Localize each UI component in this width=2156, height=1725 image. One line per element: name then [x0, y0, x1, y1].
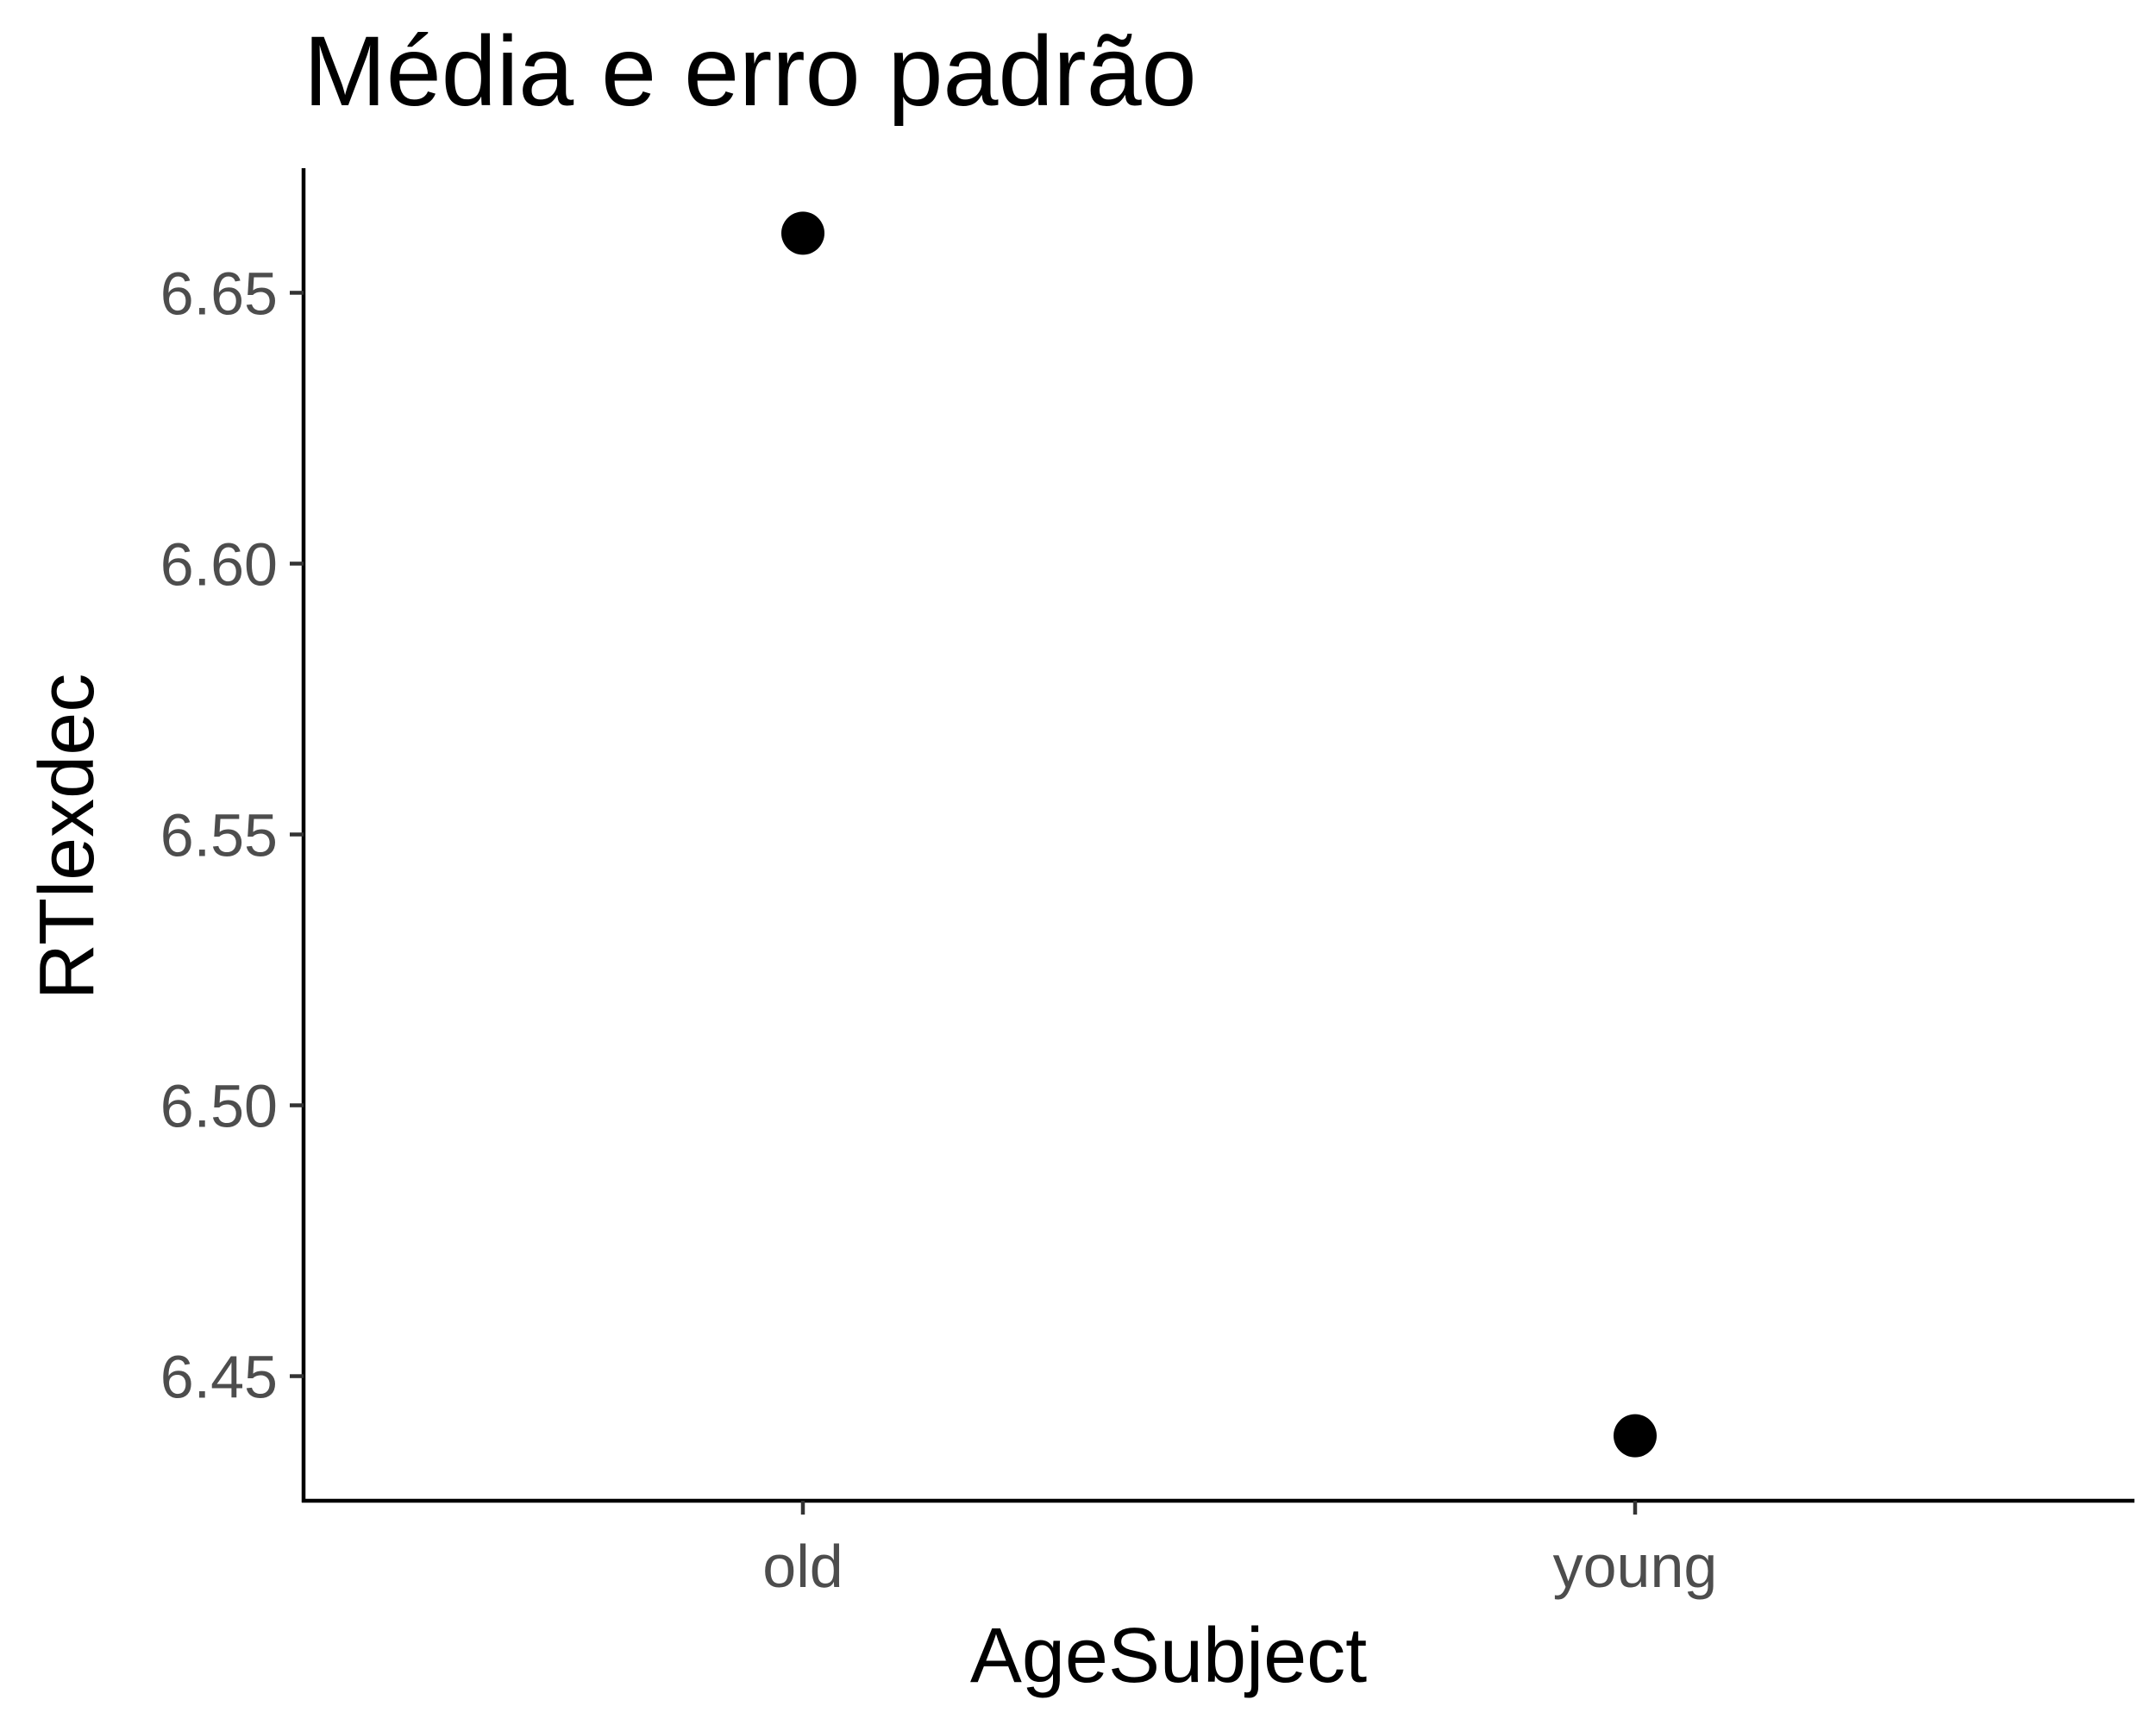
- y-tick-label: 6.50: [160, 1073, 278, 1140]
- y-tick-label: 6.60: [160, 530, 278, 598]
- x-axis-title: AgeSubject: [970, 1613, 1367, 1699]
- x-axis: old young: [302, 1498, 2134, 1600]
- x-tick-label: young: [1553, 1533, 1718, 1600]
- y-axis-title: RTlexdec: [24, 674, 110, 1000]
- x-tick-label: old: [762, 1533, 843, 1600]
- data-point-young: [1614, 1414, 1657, 1458]
- y-tick-label: 6.65: [160, 260, 278, 327]
- data-point-old: [781, 211, 824, 255]
- data-points: [781, 211, 1657, 1458]
- y-tick-label: 6.45: [160, 1344, 278, 1411]
- y-axis: 6.45 6.50 6.55 6.60 6.65: [160, 168, 306, 1502]
- y-tick-label: 6.55: [160, 802, 278, 869]
- chart-title: Média e erro padrão: [304, 16, 1197, 127]
